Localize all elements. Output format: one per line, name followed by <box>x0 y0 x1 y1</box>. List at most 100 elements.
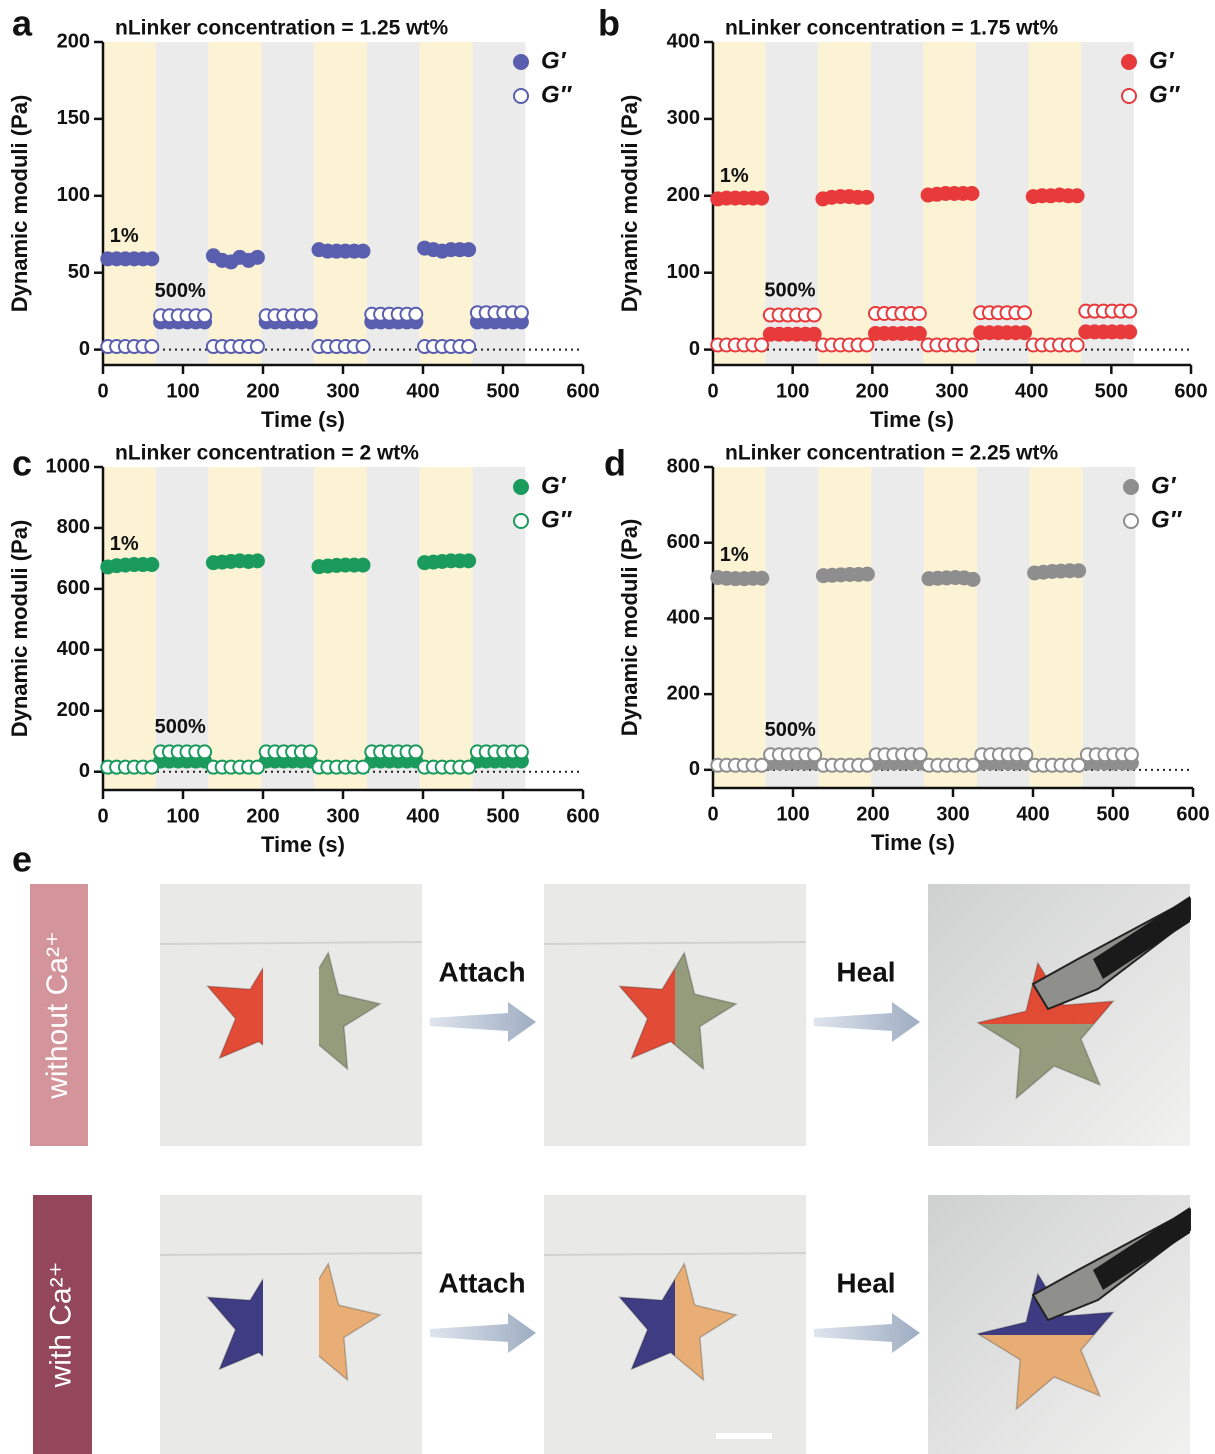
y-tick-label: 150 <box>57 107 90 129</box>
strain-band <box>924 467 977 788</box>
data-point <box>808 328 821 341</box>
x-tick-label: 600 <box>1176 803 1209 825</box>
y-tick-label: 400 <box>57 638 90 660</box>
x-tick-label: 400 <box>1015 380 1048 402</box>
y-tick-label: 400 <box>667 30 700 52</box>
strain-band <box>1030 467 1083 788</box>
panel-label: b <box>598 3 620 44</box>
legend-label: G′ <box>1149 47 1175 74</box>
x-tick-label: 0 <box>707 803 718 825</box>
data-point <box>198 745 211 758</box>
x-tick-label: 100 <box>166 805 199 827</box>
legend-label: G′ <box>1151 472 1177 499</box>
page: {"panel_labels": ["a", "b", "c", "d", "e… <box>0 0 1215 1454</box>
step-label: Heal <box>836 1267 895 1298</box>
x-tick-label: 300 <box>936 803 969 825</box>
x-tick-label: 500 <box>1095 380 1128 402</box>
data-point <box>251 761 264 774</box>
data-point <box>145 340 158 353</box>
y-tick-label: 100 <box>667 261 700 283</box>
annotation: 500% <box>765 719 816 741</box>
data-point <box>1071 189 1084 202</box>
data-point <box>860 339 873 352</box>
data-point <box>357 245 370 258</box>
y-axis-label: Dynamic moduli (Pa) <box>617 95 642 313</box>
data-point <box>357 761 370 774</box>
y-tick-label: 200 <box>57 30 90 52</box>
strain-band <box>923 42 976 365</box>
legend-marker <box>1122 89 1136 103</box>
arrow <box>430 1002 536 1042</box>
strain-band <box>156 467 209 790</box>
x-tick-label: 500 <box>486 380 519 402</box>
y-tick-label: 600 <box>57 577 90 599</box>
y-tick-label: 0 <box>689 758 700 780</box>
panel-label: d <box>604 443 626 484</box>
panel-label: c <box>12 443 32 484</box>
x-tick-label: 100 <box>776 803 809 825</box>
x-tick-label: 0 <box>97 380 108 402</box>
annotation: 500% <box>155 280 206 302</box>
chart-title: nLinker concentration = 2.25 wt% <box>725 442 1058 465</box>
data-point <box>304 745 317 758</box>
data-point <box>808 309 821 322</box>
data-point <box>462 761 475 774</box>
y-axis-label: Dynamic moduli (Pa) <box>7 520 32 738</box>
panel-label: e <box>12 839 32 880</box>
x-tick-label: 200 <box>856 803 889 825</box>
chart-title: nLinker concentration = 1.75 wt% <box>725 17 1058 40</box>
y-tick-label: 0 <box>79 338 90 360</box>
y-tick-label: 300 <box>667 107 700 129</box>
x-tick-label: 200 <box>246 380 279 402</box>
x-tick-label: 400 <box>406 380 439 402</box>
y-tick-label: 200 <box>57 699 90 721</box>
strain-band <box>209 467 262 790</box>
x-axis-label: Time (s) <box>871 830 955 855</box>
x-tick-label: 200 <box>246 805 279 827</box>
x-axis-label: Time (s) <box>261 407 345 432</box>
x-tick-label: 300 <box>326 380 359 402</box>
legend-label: G″ <box>541 506 573 533</box>
data-point <box>861 568 874 581</box>
data-point <box>755 339 768 352</box>
data-point <box>145 761 158 774</box>
x-tick-label: 400 <box>1016 803 1049 825</box>
annotation: 1% <box>720 544 749 566</box>
x-tick-label: 500 <box>1096 803 1129 825</box>
x-tick-label: 100 <box>166 380 199 402</box>
x-tick-label: 300 <box>935 380 968 402</box>
data-point <box>913 307 926 320</box>
annotation: 1% <box>110 533 139 555</box>
strain-band <box>977 467 1030 788</box>
annotation: 500% <box>155 716 206 738</box>
strain-band <box>367 467 420 790</box>
data-point <box>198 309 211 322</box>
legend-label: G″ <box>1149 81 1181 108</box>
strain-band <box>261 467 314 790</box>
x-tick-label: 600 <box>566 380 599 402</box>
data-point <box>409 745 422 758</box>
x-axis-label: Time (s) <box>870 407 954 432</box>
strain-band <box>103 467 156 790</box>
legend-marker <box>1124 480 1138 494</box>
legend-marker <box>1124 514 1138 528</box>
data-point <box>913 327 926 340</box>
y-tick-label: 0 <box>79 760 90 782</box>
data-point <box>145 252 158 265</box>
y-tick-label: 200 <box>667 184 700 206</box>
y-tick-label: 0 <box>689 338 700 360</box>
annotation: 1% <box>110 225 139 247</box>
x-tick-label: 100 <box>776 380 809 402</box>
strain-band <box>314 467 367 790</box>
legend-marker <box>514 89 528 103</box>
data-point <box>1123 305 1136 318</box>
x-tick-label: 400 <box>406 805 439 827</box>
photo <box>160 884 422 1146</box>
legend-marker <box>514 514 528 528</box>
photo <box>160 1195 422 1454</box>
strain-band <box>819 467 872 788</box>
data-point <box>755 192 768 205</box>
data-point <box>1125 748 1138 761</box>
legend-label: G′ <box>541 472 567 499</box>
legend-label: G′ <box>541 47 567 74</box>
